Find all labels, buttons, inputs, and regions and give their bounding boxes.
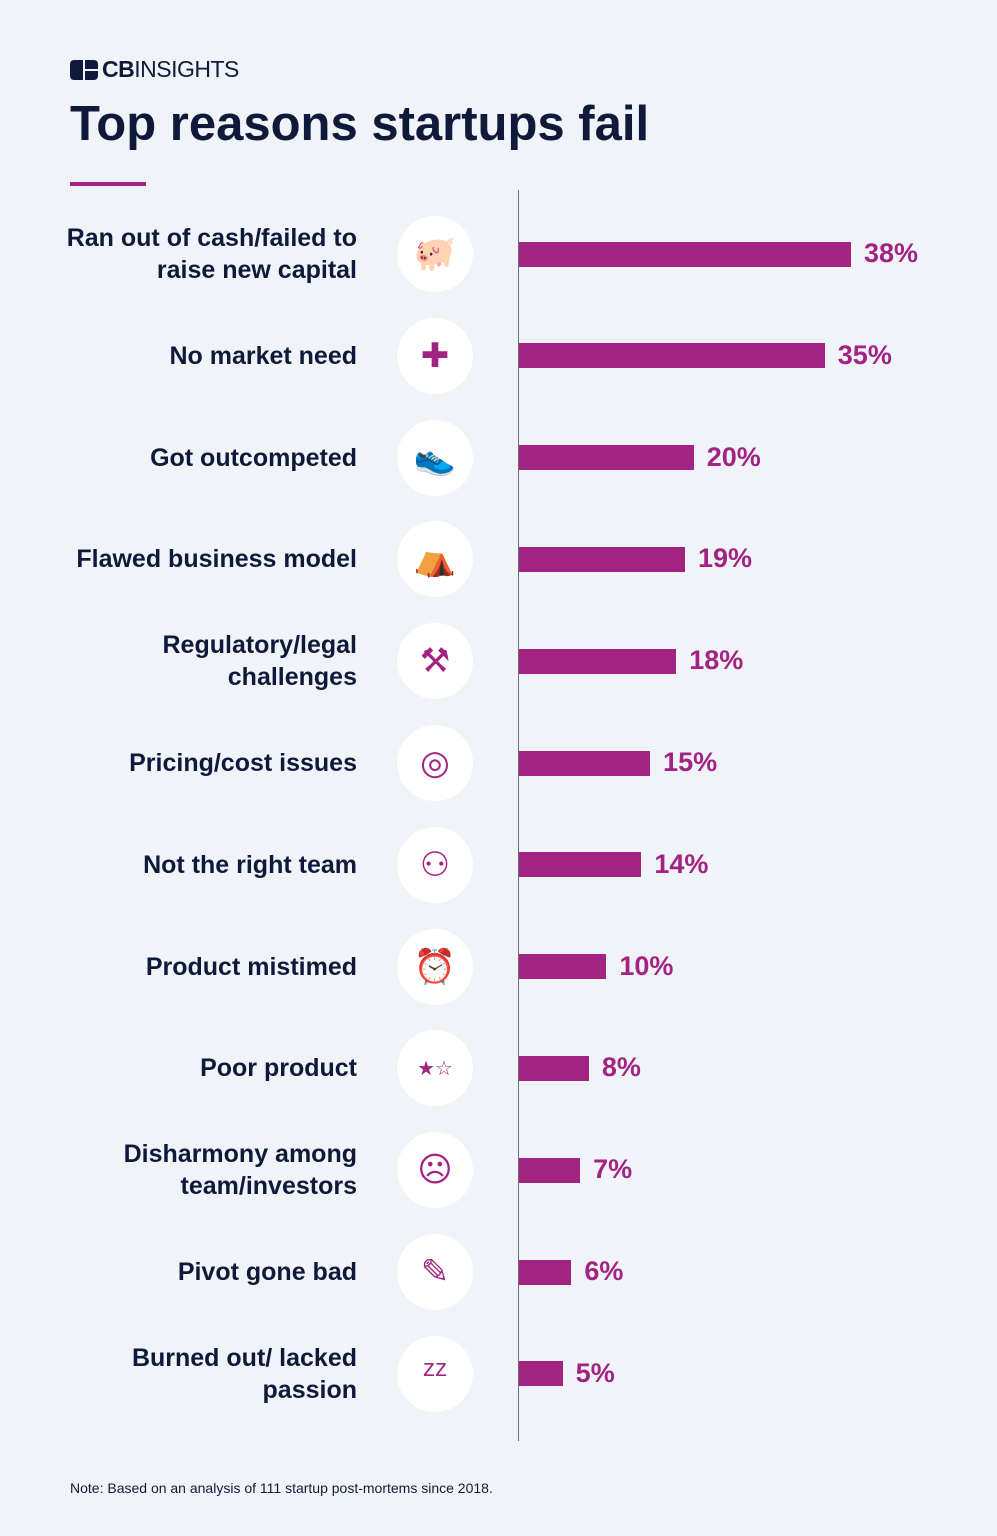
category-label: Poor product — [200, 1054, 357, 1083]
footnote: Note: Based on an analysis of 111 startu… — [70, 1480, 493, 1496]
category-label: Not the right team — [143, 850, 357, 879]
sleep-zzz-icon: ᶻᶻ — [397, 1335, 473, 1412]
cb-insights-logo: CBINSIGHTS — [70, 56, 239, 83]
data-label: 6% — [584, 1256, 624, 1286]
bar — [519, 1361, 563, 1387]
category-label: Product mistimed — [145, 952, 357, 981]
bar — [519, 750, 651, 776]
data-label: 38% — [864, 238, 919, 268]
y-axis-line — [518, 190, 519, 1441]
puzzle-piece-icon: ✚ — [397, 317, 473, 394]
bar — [519, 1055, 589, 1081]
data-label: 5% — [575, 1357, 615, 1388]
title-underline — [70, 182, 146, 186]
piggy-bank-hammer-icon: 🐖 — [397, 216, 473, 292]
walking-people-icon: ⚇ — [397, 826, 473, 903]
data-label: 20% — [706, 441, 761, 472]
star-rating-icon: ★☆ — [397, 1030, 473, 1107]
data-label: 7% — [593, 1154, 633, 1185]
bar — [519, 241, 851, 267]
data-label: 10% — [619, 950, 674, 981]
bar — [519, 546, 685, 572]
category-label: Burned out/ lacked passion — [131, 1343, 357, 1404]
facepalm-person-icon: ☹ — [397, 1132, 473, 1209]
data-label: 14% — [654, 848, 709, 879]
bar — [519, 1259, 572, 1285]
coins-icon: ◎ — [397, 725, 473, 801]
logo-text: INSIGHTS — [134, 56, 239, 82]
category-label: Disharmony among team/investors — [123, 1140, 357, 1201]
category-label: Flawed business model — [76, 545, 357, 574]
bar — [519, 445, 694, 471]
bar — [519, 343, 825, 369]
gavel-icon: ⚒ — [397, 623, 473, 700]
data-label: 35% — [837, 339, 892, 370]
category-label: No market need — [169, 341, 357, 370]
data-label: 19% — [698, 543, 753, 574]
data-label: 15% — [663, 747, 718, 777]
logo-text-bold: CB — [102, 56, 135, 82]
running-shoe-icon: 👟 — [397, 419, 473, 496]
broken-pencil-icon: ✎ — [397, 1234, 473, 1310]
bar — [519, 648, 677, 674]
data-label: 18% — [689, 645, 744, 676]
data-label: 8% — [601, 1052, 641, 1083]
bar — [519, 852, 642, 878]
category-label: Got outcompeted — [150, 443, 357, 472]
category-label: Pricing/cost issues — [129, 749, 357, 777]
chart-title: Top reasons startups fail — [70, 97, 650, 151]
category-label: Pivot gone bad — [177, 1258, 357, 1286]
bar — [519, 1157, 581, 1183]
bar — [519, 954, 607, 980]
alarm-clock-icon: ⏰ — [397, 928, 473, 1005]
category-label: Regulatory/legal challenges — [162, 631, 358, 692]
tent-icon: ⛺ — [397, 521, 473, 598]
category-label: Ran out of cash/failed to raise new capi… — [66, 224, 357, 284]
logo-mark-icon — [70, 59, 98, 80]
